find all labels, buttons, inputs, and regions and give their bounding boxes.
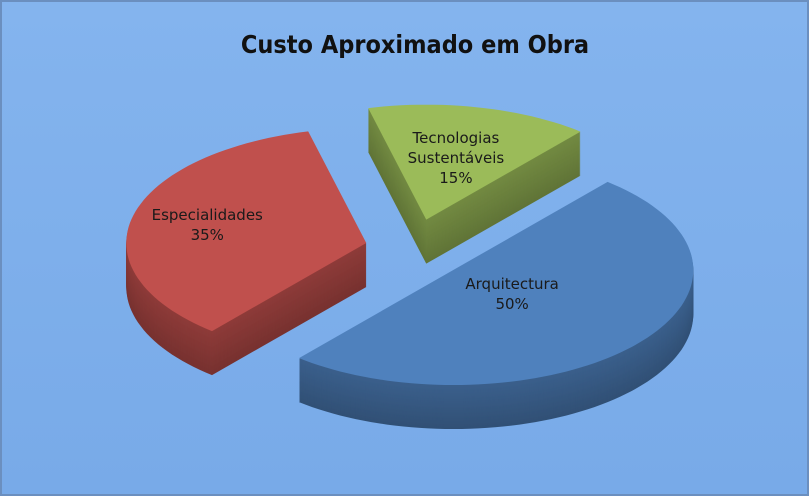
percent-label: 35% <box>190 226 224 245</box>
category-label: Tecnologias Sustentáveis <box>407 129 505 168</box>
pie <box>126 104 694 429</box>
category-label: Arquitectura <box>465 274 559 293</box>
data-label: Tecnologias Sustentáveis 15% <box>398 128 513 188</box>
percent-label: 15% <box>439 169 473 188</box>
percent-label: 50% <box>495 294 529 313</box>
slice <box>368 104 581 220</box>
data-label: Arquitectura 50% <box>442 274 582 314</box>
chart-title: Custo Aproximado em Obra <box>241 30 589 59</box>
data-label: Especialidades 35% <box>137 205 277 245</box>
slice <box>299 181 694 385</box>
slice <box>126 131 367 332</box>
category-label: Especialidades <box>151 206 263 225</box>
